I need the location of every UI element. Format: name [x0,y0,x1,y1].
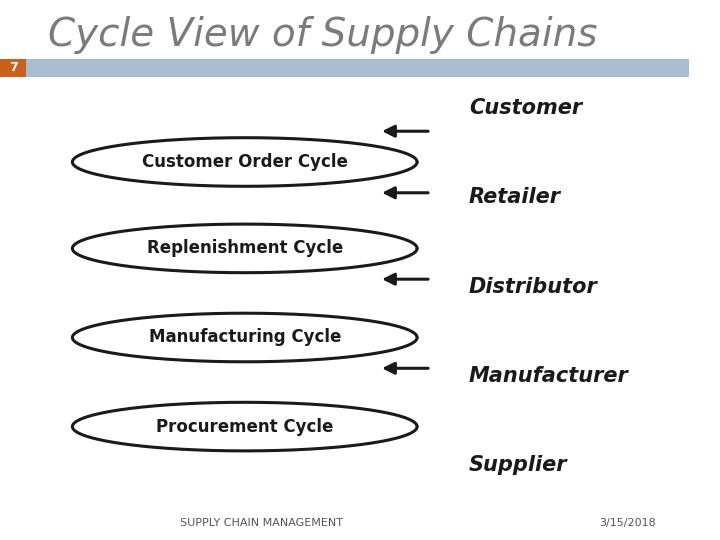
Text: Manufacturer: Manufacturer [469,366,629,387]
Text: Retailer: Retailer [469,187,561,207]
Text: Distributor: Distributor [469,277,598,298]
Text: Customer Order Cycle: Customer Order Cycle [142,153,348,171]
FancyBboxPatch shape [0,59,26,77]
Text: 3/15/2018: 3/15/2018 [599,518,656,528]
Text: Procurement Cycle: Procurement Cycle [156,417,333,436]
Text: Supplier: Supplier [469,455,567,476]
FancyBboxPatch shape [0,59,690,77]
Text: SUPPLY CHAIN MANAGEMENT: SUPPLY CHAIN MANAGEMENT [181,518,343,528]
Text: 7: 7 [9,61,17,75]
Text: Manufacturing Cycle: Manufacturing Cycle [148,328,341,347]
Text: Replenishment Cycle: Replenishment Cycle [147,239,343,258]
Text: Customer: Customer [469,98,582,118]
Text: Cycle View of Supply Chains: Cycle View of Supply Chains [48,16,598,54]
